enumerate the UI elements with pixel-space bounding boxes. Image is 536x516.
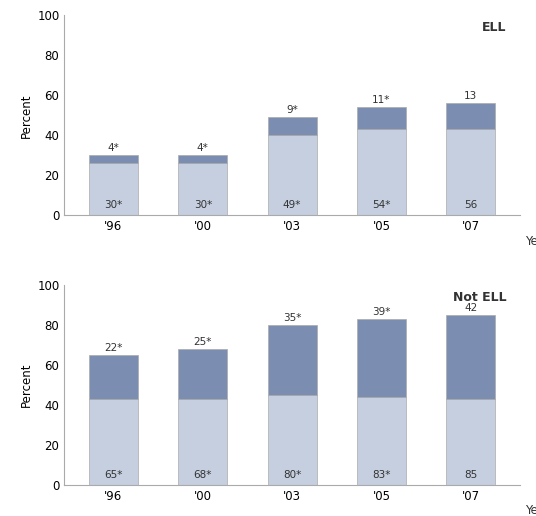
Bar [89,355,138,399]
Text: Year: Year [525,235,536,248]
Bar [178,399,227,485]
Text: 83*: 83* [373,470,391,480]
Bar [446,130,495,215]
Text: 9*: 9* [286,105,298,115]
Bar [178,349,227,399]
Bar [357,397,406,485]
Text: 4*: 4* [197,143,209,153]
Bar [446,315,495,399]
Text: 42: 42 [464,303,478,313]
Text: 22*: 22* [105,343,123,353]
Text: 35*: 35* [283,313,301,323]
Text: 4*: 4* [108,143,120,153]
Y-axis label: Percent: Percent [20,93,33,138]
Text: 80*: 80* [283,470,301,480]
Bar [267,117,317,135]
Bar [89,164,138,215]
Text: 68*: 68* [193,470,212,480]
Bar [267,395,317,485]
Text: Not ELL: Not ELL [452,291,506,304]
Text: 30*: 30* [105,200,123,211]
Bar [89,399,138,485]
Bar [357,319,406,397]
Text: 56: 56 [464,200,478,211]
Bar [267,325,317,395]
Text: 11*: 11* [373,95,391,105]
Text: 85: 85 [464,470,478,480]
Text: 13: 13 [464,91,478,101]
Text: 54*: 54* [373,200,391,211]
Y-axis label: Percent: Percent [20,363,33,408]
Text: 65*: 65* [105,470,123,480]
Bar [178,164,227,215]
Bar [357,130,406,215]
Bar [446,103,495,130]
Text: 39*: 39* [373,307,391,317]
Text: 30*: 30* [193,200,212,211]
Text: 49*: 49* [283,200,301,211]
Text: ELL: ELL [482,22,506,35]
Text: 25*: 25* [193,337,212,347]
Bar [446,399,495,485]
Bar [89,155,138,164]
Bar [178,155,227,164]
Bar [267,135,317,215]
Text: Year: Year [525,505,536,516]
Bar [357,107,406,130]
